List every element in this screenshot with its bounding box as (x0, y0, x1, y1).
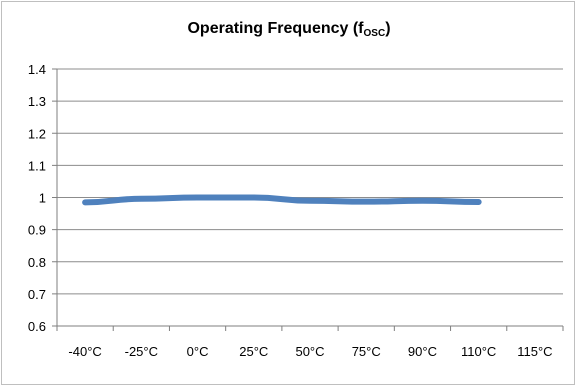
chart-title: Operating Frequency (fOSC) (0, 20, 578, 39)
x-tick-label: 0°C (187, 344, 209, 359)
x-axis (56, 326, 564, 331)
x-axis-ticks: -40°C -25°C 0°C 25°C 50°C 75°C 90°C 110°C 115°C (68, 344, 552, 359)
y-tick-label: 0.8 (28, 255, 46, 270)
y-tick-label: 1.2 (28, 126, 46, 141)
y-tick-label: 1 (39, 191, 46, 206)
x-tick-label: 75°C (352, 344, 381, 359)
chart-title-text: Operating Frequency (f (187, 20, 364, 37)
data-point (197, 197, 199, 198)
y-tick-label: 1.1 (28, 158, 46, 173)
data-point (478, 201, 480, 203)
data-point (309, 200, 311, 202)
y-tick-label: 0.9 (28, 223, 46, 238)
y-tick-label: 1.4 (28, 62, 46, 77)
series-group (82, 194, 482, 206)
y-tick-label: 0.6 (28, 319, 46, 334)
data-point (84, 201, 86, 203)
data-point (421, 200, 423, 202)
chart-title-subscript: OSC (363, 28, 386, 39)
x-tick-label: 90°C (408, 344, 437, 359)
x-tick-label: -40°C (68, 344, 101, 359)
x-tick-label: 50°C (295, 344, 324, 359)
y-axis-ticks: 0.6 0.7 0.8 0.9 1 1.1 1.2 1.3 1.4 (28, 62, 46, 334)
chart-title-suffix: ) (385, 20, 391, 37)
x-tick-label: -25°C (125, 344, 158, 359)
x-tick-label: 110°C (461, 344, 496, 359)
series-line (82, 194, 482, 206)
x-tick-label: 115°C (517, 344, 552, 359)
y-tick-label: 0.7 (28, 287, 46, 302)
data-point (140, 198, 142, 200)
x-tick-label: 25°C (239, 344, 268, 359)
data-point (365, 201, 367, 203)
data-point (253, 197, 255, 198)
y-tick-label: 1.3 (28, 94, 46, 109)
